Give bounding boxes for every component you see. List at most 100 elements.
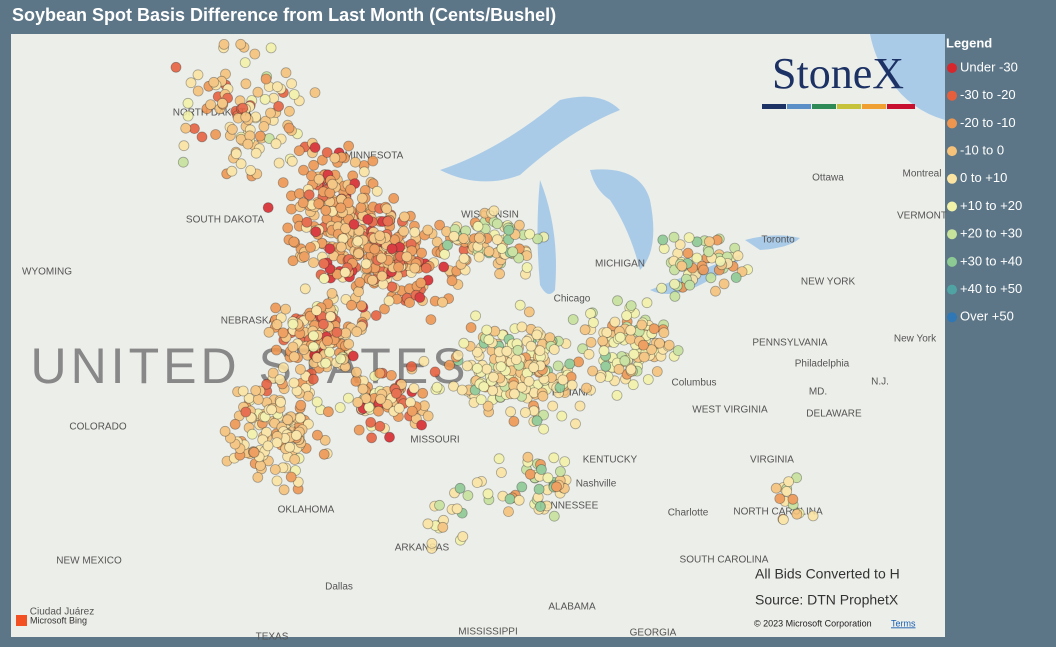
bid-dot [311,429,323,441]
bid-dot [348,218,360,230]
bid-dot [614,331,626,343]
bid-dot [531,329,543,341]
bid-dot [438,261,450,273]
bid-dot [465,322,477,333]
bid-dot [621,310,632,322]
bid-dot [246,428,258,440]
bid-dot [509,388,520,400]
legend-label: +10 to +20 [960,198,1022,213]
bid-dot [520,407,531,418]
bid-dot [668,231,680,243]
bid-dot [386,243,398,255]
bid-dot [237,102,249,114]
bid-dot [288,351,300,363]
bid-dot [343,338,355,350]
bid-dot [196,131,208,143]
bid-dot [374,420,386,432]
bid-dot [218,39,230,50]
legend-title: Legend [946,35,992,50]
bid-dot [208,76,220,88]
bid-dot [254,130,266,142]
bid-dot [514,219,525,231]
bid-dot [510,354,522,366]
bid-dot [656,282,668,294]
bid-dot [170,61,182,73]
terms-link[interactable]: Terms [891,618,916,628]
bid-dot [521,262,533,273]
bid-dot [691,252,703,264]
bid-dot [318,273,330,284]
bid-dot [262,202,274,214]
bid-dot [322,406,334,418]
place-label: ALABAMA [548,602,596,613]
bid-dot [501,345,513,357]
bid-dot [429,366,441,378]
bid-dot [360,258,372,270]
bid-dot [308,330,319,342]
bid-dot [414,292,426,303]
bid-dot [458,233,470,244]
bid-dot [471,362,483,374]
bid-dot [512,344,524,356]
bid-dot [298,251,310,263]
bid-dot [473,251,485,263]
bid-dot [503,506,514,518]
bid-dot [446,275,458,287]
bid-dot [393,402,405,414]
legend-swatch [947,173,957,184]
bid-dot [219,425,231,437]
bid-dot [674,239,686,251]
bid-dot [611,389,623,401]
bid-dot [298,164,309,176]
place-label: New York [894,334,937,345]
bid-dot [420,262,432,274]
bid-dot [245,164,257,176]
bid-dot [628,348,640,360]
bid-dot [416,247,428,259]
bid-dot [347,350,359,362]
bid-dot [295,399,307,411]
bid-dot [240,78,252,90]
bid-dot [669,278,680,290]
bid-dot [382,215,394,227]
bid-dot [691,236,703,248]
bid-dot [356,192,368,204]
bid-dot [715,255,726,267]
bid-dot [274,374,286,385]
bid-dot [730,272,742,283]
bid-dot [482,488,494,500]
bid-dot [415,277,427,289]
bid-dot [422,410,434,422]
bid-dot [381,203,393,215]
bid-dot [434,499,445,511]
bid-dot [494,268,506,280]
bid-dot [683,232,695,244]
bid-dot [422,518,434,530]
bid-dot [262,440,274,452]
bid-dot [379,303,390,315]
bid-dot [404,396,416,408]
bid-dot [352,396,364,408]
place-label: WYOMING [22,267,72,278]
bid-dot [318,258,330,270]
bid-dot [457,531,469,542]
bid-dot [483,246,495,257]
bid-dot [340,223,351,234]
bid-dot [311,396,323,408]
bid-dot [585,336,597,348]
place-label: NORTH DAKOTA [173,108,252,119]
bid-dots [170,38,819,554]
bid-dot [503,224,515,236]
place-label: Nashville [576,479,617,490]
bid-dot [343,140,355,152]
bid-dot [787,493,799,505]
logo-bar [762,104,915,109]
place-label: NEW MEXICO [56,556,122,567]
place-label: MISSISSIPPI [458,627,517,638]
bid-dot [461,360,473,372]
bid-dot [352,235,364,247]
bid-dot [339,266,351,278]
map-background [11,34,945,637]
bid-dot [524,228,535,240]
bid-dot [646,344,657,356]
